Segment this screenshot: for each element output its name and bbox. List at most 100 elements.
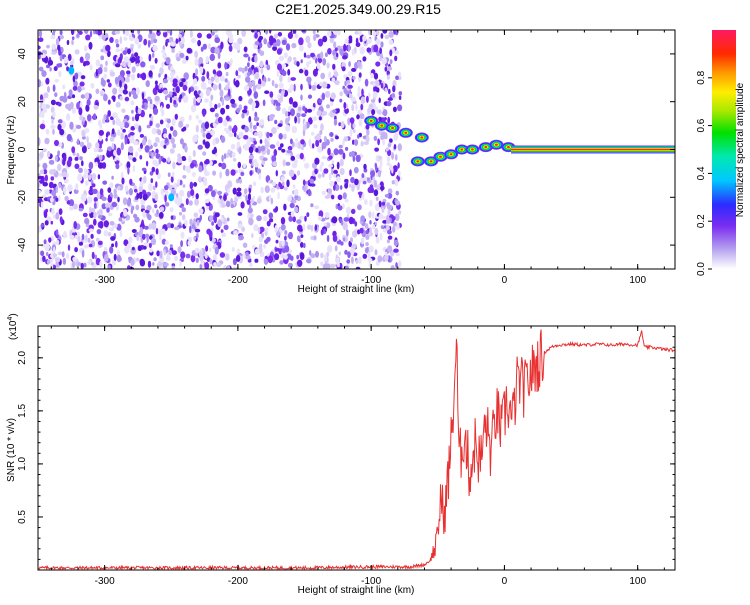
noise-speck — [105, 132, 109, 138]
noise-speck — [320, 123, 324, 131]
noise-speck — [204, 261, 210, 269]
noise-speck — [285, 161, 291, 166]
noise-speck — [128, 236, 133, 244]
noise-speck — [197, 144, 203, 150]
noise-speck — [264, 239, 269, 245]
noise-speck — [74, 72, 79, 80]
noise-speck — [292, 184, 296, 189]
noise-speck — [310, 203, 314, 208]
noise-speck — [137, 43, 142, 49]
noise-speck — [79, 141, 85, 148]
noise-speck — [277, 94, 281, 99]
noise-speck — [387, 188, 393, 195]
noise-speck — [382, 30, 388, 34]
noise-speck — [126, 73, 131, 78]
noise-speck — [381, 207, 385, 213]
noise-speck — [387, 116, 391, 124]
noise-speck — [117, 196, 120, 203]
noise-speck — [286, 179, 290, 188]
noise-speck — [266, 220, 271, 227]
noise-speck — [57, 44, 61, 51]
noise-speck — [296, 112, 301, 118]
noise-speck — [40, 201, 44, 209]
noise-speck — [349, 38, 353, 43]
noise-speck — [343, 43, 347, 52]
noise-speck — [58, 194, 61, 202]
noise-speck — [200, 46, 204, 52]
noise-speck — [154, 57, 158, 64]
noise-speck — [88, 243, 93, 248]
noise-speck — [289, 202, 295, 209]
noise-speck — [214, 113, 219, 118]
noise-speck — [127, 167, 130, 175]
noise-speck — [301, 30, 306, 33]
noise-speck — [372, 82, 376, 87]
noise-speck — [381, 201, 386, 206]
noise-speck — [240, 171, 245, 177]
noise-speck — [98, 129, 105, 136]
noise-speck — [320, 261, 324, 267]
noise-speck — [243, 144, 247, 150]
noise-speck — [84, 128, 90, 134]
noise-speck — [137, 30, 141, 35]
noise-speck — [39, 94, 44, 102]
noise-speck — [122, 50, 128, 55]
noise-speck — [366, 95, 369, 103]
noise-speck — [303, 52, 307, 58]
noise-speck — [38, 79, 42, 88]
noise-speck — [170, 137, 175, 144]
noise-speck — [67, 184, 73, 192]
noise-speck — [339, 158, 344, 167]
noise-speck — [212, 69, 217, 75]
noise-speck — [152, 107, 159, 115]
noise-speck — [328, 172, 332, 181]
noise-speck — [361, 237, 365, 245]
noise-speck — [363, 163, 367, 170]
noise-speck — [97, 162, 104, 169]
noise-speck — [91, 251, 95, 260]
noise-speck — [187, 240, 192, 247]
noise-speck — [368, 245, 374, 253]
noise-speck — [291, 199, 297, 204]
noise-speck — [334, 47, 338, 52]
noise-speck — [53, 66, 58, 72]
noise-speck — [307, 94, 313, 99]
noise-speck — [352, 139, 355, 145]
noise-speck — [52, 168, 56, 174]
noise-speck — [91, 183, 96, 188]
noise-speck — [350, 177, 355, 184]
x-tick-label: -100 — [361, 576, 381, 587]
noise-speck — [94, 254, 98, 260]
noise-speck — [323, 136, 327, 142]
noise-speck — [310, 235, 315, 241]
noise-speck — [134, 123, 140, 129]
noise-speck — [267, 77, 271, 82]
noise-speck — [155, 168, 159, 176]
noise-speck — [219, 89, 224, 98]
noise-speck — [78, 167, 83, 173]
noise-speck — [55, 239, 60, 245]
noise-speck — [182, 175, 187, 179]
noise-speck — [198, 208, 204, 215]
noise-speck — [382, 228, 387, 233]
noise-speck — [169, 41, 176, 47]
noise-speck — [169, 72, 175, 77]
noise-speck — [376, 87, 380, 93]
y-tick-label: 1.5 — [17, 403, 28, 417]
noise-speck — [287, 69, 291, 76]
noise-speck — [381, 57, 388, 65]
noise-speck — [348, 93, 353, 99]
noise-speck — [38, 225, 42, 233]
noise-speck — [46, 259, 51, 265]
noise-speck — [88, 206, 92, 214]
noise-speck — [347, 251, 351, 259]
noise-speck — [106, 114, 109, 123]
noise-speck — [352, 129, 356, 134]
noise-speck — [128, 91, 132, 97]
noise-speck — [232, 157, 237, 162]
noise-speck — [199, 66, 204, 75]
noise-speck — [371, 109, 376, 116]
noise-speck — [164, 194, 167, 203]
noise-speck — [368, 231, 374, 237]
noise-speck — [182, 214, 186, 221]
